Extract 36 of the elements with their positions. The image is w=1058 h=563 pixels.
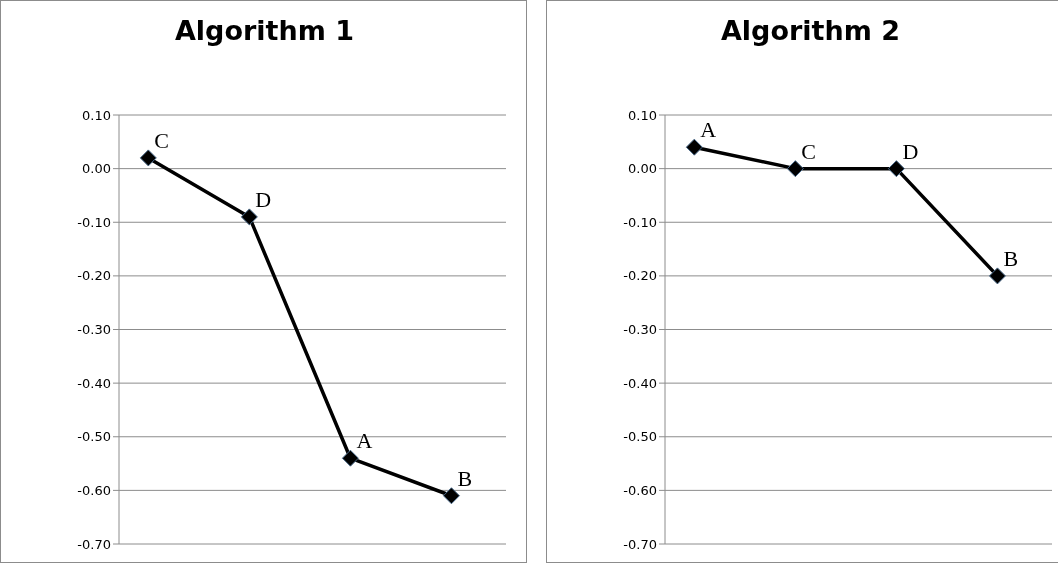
y-tick-label: 0.10 — [628, 107, 657, 123]
y-tick-label: -0.50 — [77, 429, 111, 445]
y-tick-label: -0.60 — [77, 482, 111, 498]
data-label: C — [801, 138, 817, 164]
data-label: D — [255, 186, 272, 212]
point — [240, 208, 258, 226]
data-label: D — [902, 138, 919, 164]
data-label: A — [700, 117, 717, 143]
chart-title: Algorithm 1 — [173, 15, 355, 46]
data-label: B — [1003, 245, 1019, 271]
point — [786, 160, 804, 178]
point — [341, 449, 359, 467]
y-tick-label: -0.70 — [77, 536, 111, 552]
y-tick-label: 0.10 — [82, 107, 111, 123]
point — [887, 160, 905, 178]
y-tick-label: -0.30 — [623, 322, 657, 338]
point — [139, 149, 157, 167]
point — [988, 267, 1006, 285]
point — [685, 138, 703, 156]
data-label: A — [356, 428, 373, 454]
y-tick-label: -0.10 — [77, 214, 111, 230]
data-label: C — [154, 127, 169, 153]
y-tick-label: -0.40 — [77, 375, 111, 391]
y-tick-label: -0.60 — [623, 482, 657, 498]
y-tick-label: -0.70 — [623, 536, 657, 552]
point — [442, 487, 460, 505]
y-tick-label: -0.20 — [623, 268, 657, 284]
y-tick-label: -0.30 — [77, 322, 111, 338]
y-tick-label: -0.10 — [623, 214, 657, 230]
y-tick-label: -0.50 — [623, 429, 657, 445]
y-tick-label: -0.20 — [77, 268, 111, 284]
data-label: B — [457, 465, 473, 491]
y-tick-label: 0.00 — [82, 161, 111, 177]
chart-title: Algorithm 2 — [719, 15, 901, 46]
y-tick-label: 0.00 — [628, 161, 657, 177]
y-tick-label: -0.40 — [623, 375, 657, 391]
